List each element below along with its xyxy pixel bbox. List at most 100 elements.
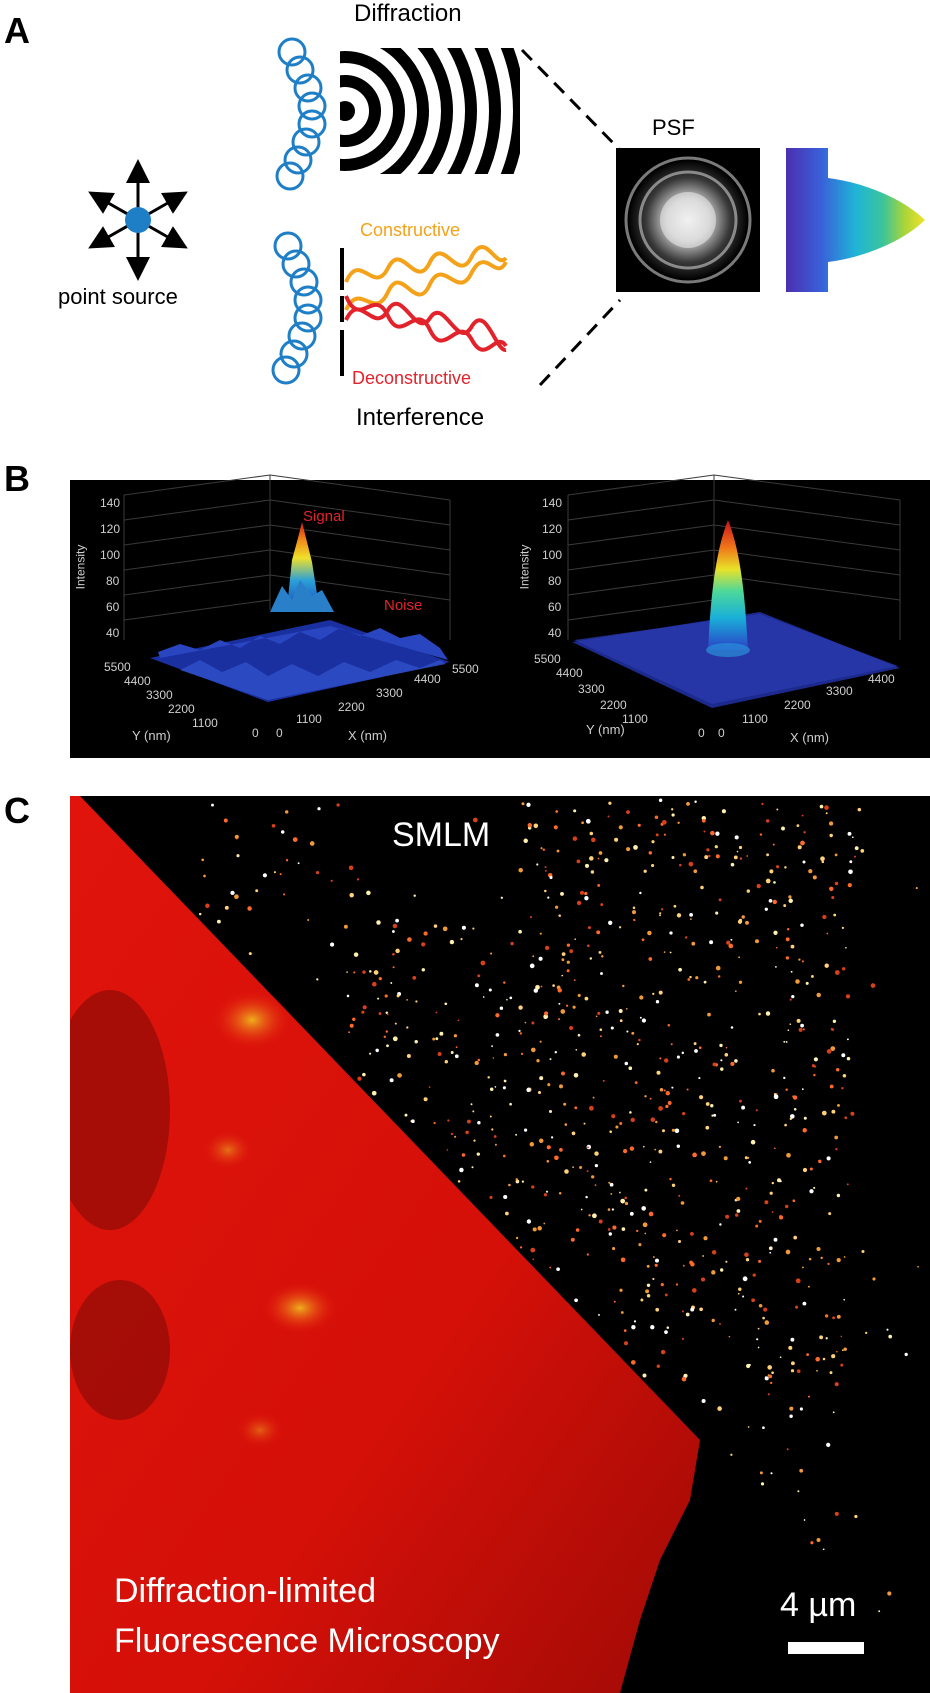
localization-dot [490,952,493,955]
localization-dot [618,1009,623,1013]
localization-dot [526,1087,531,1093]
localization-dot [543,1222,546,1225]
localization-dot [664,1293,668,1297]
localization-dot [626,810,630,814]
localization-dot [776,1178,782,1183]
localization-dot [762,1316,765,1320]
localization-dot [802,1028,805,1031]
localization-dot [630,1117,635,1123]
localization-dot [690,1307,695,1312]
localization-dot [768,1246,773,1251]
localization-dot [772,899,777,905]
localization-dot [785,1204,789,1209]
localization-dot [802,1301,807,1306]
localization-dot [537,1226,542,1231]
localization-dot [407,937,412,942]
localization-dot [391,930,395,933]
scale-bar [788,1642,864,1654]
localization-dot [730,1453,733,1456]
panel-letter-c: C [4,790,30,831]
localization-dot [533,823,539,829]
localization-dot [755,1224,759,1228]
localization-dot [832,1316,836,1320]
right-ztick: 120 [542,522,563,536]
localization-dot [686,1088,689,1091]
localization-dot [591,837,596,843]
localization-dot [537,1090,542,1095]
localization-dot [538,956,543,961]
localization-dot [472,817,478,823]
localization-dot [539,1076,544,1081]
localization-dot [769,1251,772,1254]
localization-dot [554,1155,559,1161]
localization-dot [544,1011,549,1016]
left-ytick: 5500 [104,660,131,674]
localization-dot [577,993,581,997]
localization-dot [801,1088,804,1091]
localization-dot [670,1043,673,1046]
localization-dot [808,1257,812,1261]
localization-dot [613,1054,618,1059]
localization-dot [666,1326,670,1329]
localization-dot [353,952,359,957]
localization-dot [772,843,775,846]
localization-dot [832,1411,835,1414]
localization-dot [542,848,546,851]
localization-dot [649,1161,652,1163]
localization-dot [714,845,718,849]
localization-dot [637,823,641,827]
localization-dot [826,1442,831,1448]
localization-dot [711,1250,717,1255]
localization-dot [845,994,851,999]
left-ytick: 3300 [146,688,173,702]
localization-dot [771,1211,774,1213]
smlm-localizations [198,798,919,1613]
localization-dot [691,1288,697,1293]
localization-dot [636,1229,639,1233]
localization-dot [756,883,761,889]
localization-dot [800,840,805,846]
localization-dot [247,906,252,911]
noise-label: Noise [384,597,423,614]
localization-dot [742,1295,745,1298]
localization-dot [255,889,259,893]
localization-dot [575,1228,580,1232]
localization-dot [904,1352,908,1357]
localization-dot [474,983,479,988]
localization-dot [634,1081,638,1085]
localization-dot [574,1106,578,1110]
localization-dot [283,893,286,896]
left-ztick: 60 [106,600,120,614]
localization-dot [798,1027,803,1032]
localization-dot [836,1193,841,1198]
localization-dot [682,1111,686,1116]
localization-dot [224,905,229,910]
localization-dot [799,1407,803,1411]
localization-dot [829,833,833,838]
localization-dot [707,1012,711,1017]
localization-dot [633,1320,637,1323]
localization-dot [810,974,814,978]
localization-dot [523,1128,528,1132]
localization-dot [829,1371,833,1375]
localization-dot [216,919,221,924]
localization-dot [587,926,591,930]
localization-dot [636,1043,639,1046]
localization-dot [482,996,485,998]
right-ytick: 2200 [600,698,627,712]
localization-dot [797,845,802,850]
localization-dot [446,1149,449,1151]
localization-dot [549,875,553,880]
localization-dot [585,1195,588,1199]
localization-dot [828,1212,832,1216]
localization-dot [532,1227,537,1232]
right-ylabel: Y (nm) [586,722,625,737]
localization-dot [819,1335,824,1340]
localization-dot [662,1129,665,1133]
localization-dot [540,847,543,850]
localization-dot [384,994,388,998]
localization-dot [667,1023,671,1027]
localization-dot [795,1278,801,1284]
localization-dot [585,863,589,868]
